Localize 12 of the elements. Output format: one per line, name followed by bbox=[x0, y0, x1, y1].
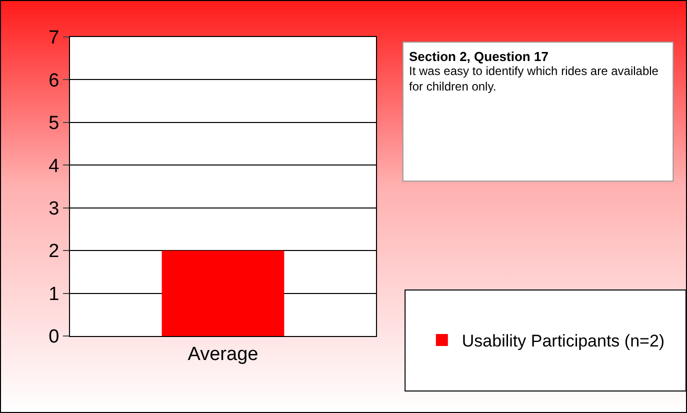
y-tick-label: 7 bbox=[48, 28, 60, 49]
y-tick-label: 2 bbox=[48, 241, 60, 262]
text: Section 2, Question 17 bbox=[409, 49, 548, 64]
x-tick-label: Average bbox=[188, 344, 258, 365]
text: It was easy to identify which rides are available for children only. bbox=[409, 64, 659, 94]
y-tick-label: 5 bbox=[48, 113, 60, 134]
y-tick-label: 6 bbox=[48, 70, 60, 92]
y-tick-label: 4 bbox=[48, 156, 60, 177]
y-tick-label: 3 bbox=[48, 198, 60, 220]
y-tick-label: 0 bbox=[48, 326, 60, 348]
y-tick-label: 1 bbox=[48, 284, 60, 305]
legend-label: Usability Participants (n=2) bbox=[462, 332, 665, 351]
